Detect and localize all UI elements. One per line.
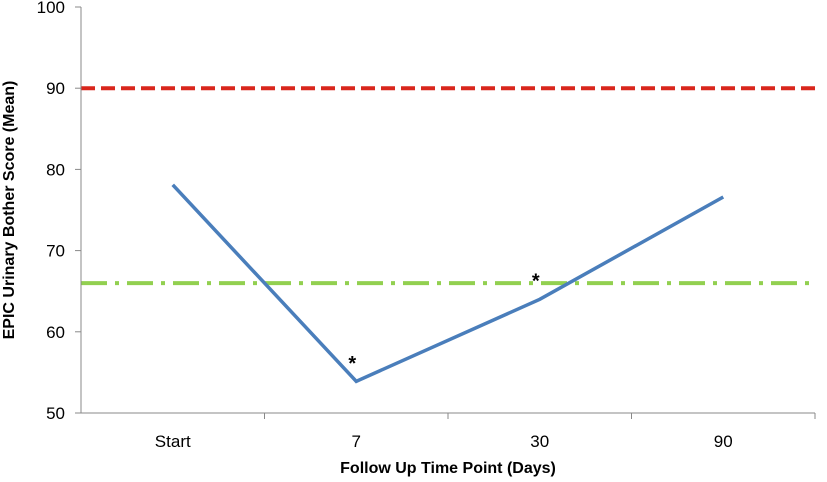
y-axis-title: EPIC Urinary Bother Score (Mean) (1, 81, 18, 340)
significance-marker: * (532, 270, 540, 292)
y-ticks: 50 60 70 80 90 100 (37, 0, 81, 423)
x-tick-label: 90 (714, 432, 733, 451)
y-tick-label: 80 (46, 160, 65, 179)
x-tick-label: 30 (530, 432, 549, 451)
x-ticks: Start 7 30 90 (155, 413, 816, 451)
series-group (171, 183, 725, 384)
y-tick-label: 90 (46, 79, 65, 98)
y-tick-label: 70 (46, 242, 65, 261)
x-tick-label: Start (155, 432, 191, 451)
y-tick-label: 100 (37, 0, 65, 17)
y-tick-label: 50 (46, 404, 65, 423)
significance-marker: * (348, 353, 356, 375)
reference-lines (81, 86, 815, 286)
axes (80, 7, 815, 414)
series-line (171, 183, 725, 384)
x-axis-title: Follow Up Time Point (Days) (340, 460, 556, 477)
y-tick-label: 60 (46, 323, 65, 342)
x-tick-label: 7 (352, 432, 361, 451)
annotations: ** (348, 270, 540, 375)
